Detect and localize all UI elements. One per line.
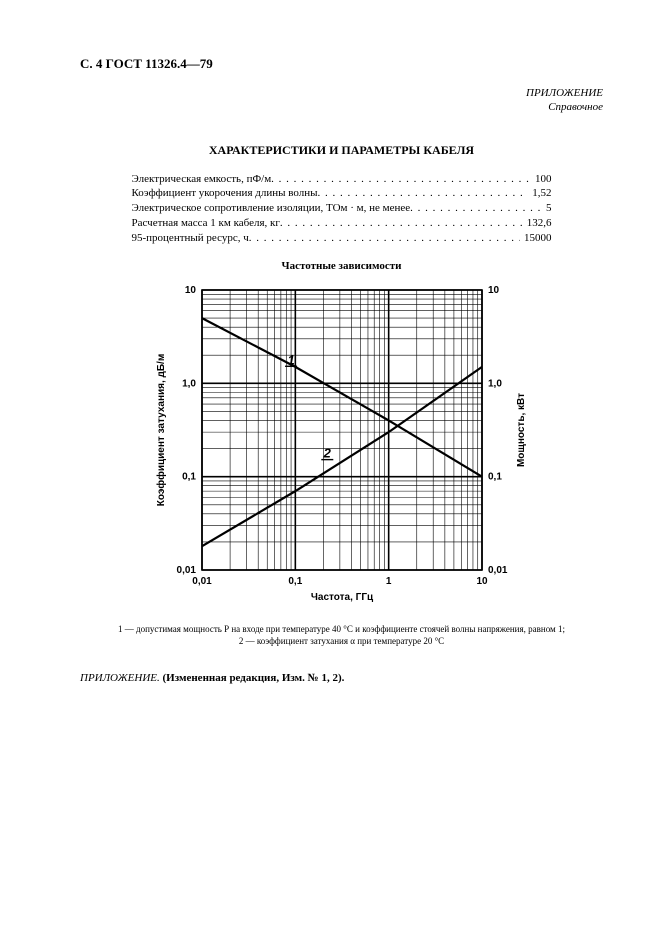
- svg-text:0,01: 0,01: [488, 565, 508, 576]
- svg-text:10: 10: [488, 285, 500, 296]
- svg-text:1,0: 1,0: [488, 378, 502, 389]
- parameter-row: Коэффициент укорочения длины волны . . .…: [132, 186, 552, 201]
- parameter-label: Электрическое сопротивление изоляции, ТО…: [132, 201, 411, 216]
- section-title: ХАРАКТЕРИСТИКИ И ПАРАМЕТРЫ КАБЕЛЯ: [80, 143, 603, 158]
- parameter-row: Электрическая емкость, пФ/м . . . . . . …: [132, 172, 552, 187]
- caption-line-2: 2 — коэффициент затухания α при температ…: [239, 636, 444, 646]
- parameter-value: 15000: [520, 231, 552, 246]
- svg-text:Мощность, кВт: Мощность, кВт: [516, 393, 527, 467]
- page-header: С. 4 ГОСТ 11326.4—79: [80, 56, 603, 72]
- svg-text:0,1: 0,1: [488, 471, 502, 482]
- svg-text:0,01: 0,01: [192, 576, 212, 587]
- parameters-list: Электрическая емкость, пФ/м . . . . . . …: [132, 172, 552, 246]
- edition-note: ПРИЛОЖЕНИЕ. (Измененная редакция, Изм. №…: [80, 672, 603, 684]
- svg-text:10: 10: [476, 576, 488, 587]
- svg-text:1,0: 1,0: [182, 378, 196, 389]
- appendix-line2: Справочное: [80, 100, 603, 114]
- parameter-value: 132,6: [523, 216, 552, 231]
- parameter-dots: . . . . . . . . . . . . . . . . . . . . …: [410, 201, 542, 216]
- parameter-label: Коэффициент укорочения длины волны: [132, 186, 318, 201]
- chart-plot: 0,010,11100,010,010,10,11,01,0101012Част…: [146, 278, 538, 610]
- parameter-dots: . . . . . . . . . . . . . . . . . . . . …: [318, 186, 529, 201]
- svg-text:Частота, ГГц: Частота, ГГц: [310, 592, 373, 603]
- svg-text:10: 10: [184, 285, 196, 296]
- svg-text:1: 1: [385, 576, 391, 587]
- parameter-label: 95-процентный ресурс, ч: [132, 231, 249, 246]
- parameter-dots: . . . . . . . . . . . . . . . . . . . . …: [271, 172, 531, 187]
- edition-note-lead: ПРИЛОЖЕНИЕ.: [80, 672, 160, 684]
- edition-note-rest: (Измененная редакция, Изм. № 1, 2).: [160, 672, 345, 684]
- parameter-label: Электрическая емкость, пФ/м: [132, 172, 272, 187]
- svg-text:2: 2: [322, 445, 331, 460]
- frequency-chart: 0,010,11100,010,010,10,11,01,0101012Част…: [80, 278, 603, 615]
- parameter-row: 95-процентный ресурс, ч . . . . . . . . …: [132, 231, 552, 246]
- svg-text:1: 1: [287, 352, 294, 367]
- parameter-row: Электрическое сопротивление изоляции, ТО…: [132, 201, 552, 216]
- svg-text:0,1: 0,1: [182, 471, 196, 482]
- appendix-line1: ПРИЛОЖЕНИЕ: [80, 86, 603, 100]
- parameter-value: 100: [531, 172, 552, 187]
- caption-line-1: 1 — допустимая мощность Р на входе при т…: [118, 624, 565, 634]
- parameter-value: 5: [542, 201, 552, 216]
- parameter-label: Расчетная масса 1 км кабеля, кг: [132, 216, 280, 231]
- svg-text:Коэффициент затухания, дБ/м: Коэффициент затухания, дБ/м: [155, 354, 167, 506]
- chart-title: Частотные зависимости: [80, 260, 603, 272]
- appendix-marker: ПРИЛОЖЕНИЕ Справочное: [80, 86, 603, 115]
- parameter-dots: . . . . . . . . . . . . . . . . . . . . …: [280, 216, 523, 231]
- parameter-dots: . . . . . . . . . . . . . . . . . . . . …: [249, 231, 520, 246]
- svg-text:0,1: 0,1: [288, 576, 302, 587]
- parameter-value: 1,52: [528, 186, 551, 201]
- svg-text:0,01: 0,01: [176, 565, 196, 576]
- chart-caption: 1 — допустимая мощность Р на входе при т…: [80, 623, 603, 648]
- parameter-row: Расчетная масса 1 км кабеля, кг . . . . …: [132, 216, 552, 231]
